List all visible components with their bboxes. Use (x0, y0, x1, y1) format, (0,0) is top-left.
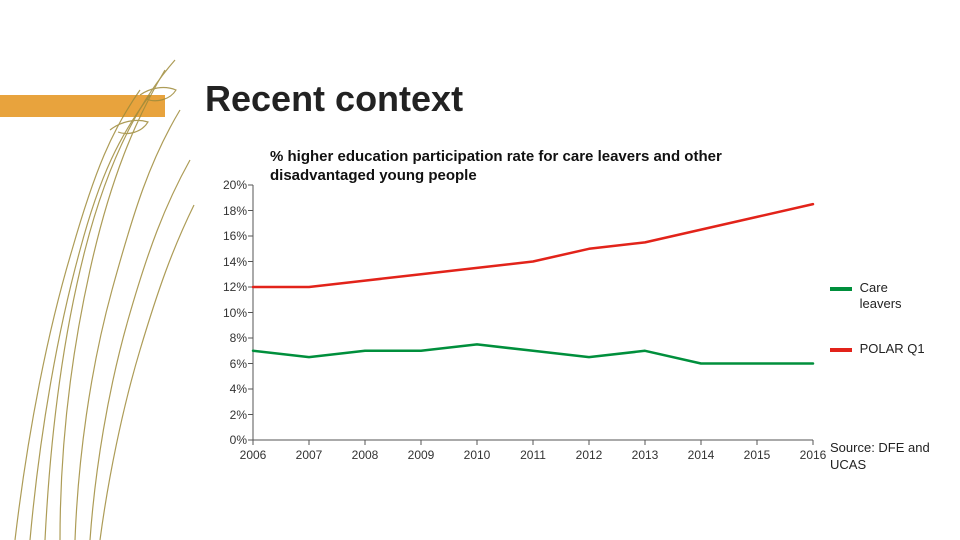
line-chart: 0% 2% 4% 6% 8% 10% 12% 14% 16% 18% 20% 2006 2007 200… (205, 145, 825, 465)
ytick-label: 4% (213, 382, 247, 396)
ytick-label: 2% (213, 408, 247, 422)
accent-bar (0, 95, 165, 117)
legend-label: Care leavers (860, 280, 930, 311)
leaf-decoration (0, 0, 220, 540)
source-text: Source: DFE and UCAS (830, 440, 950, 474)
ytick-label: 18% (213, 204, 247, 218)
xtick-label: 2014 (681, 448, 721, 462)
ytick-label: 0% (213, 433, 247, 447)
ytick-label: 8% (213, 331, 247, 345)
xtick-label: 2013 (625, 448, 665, 462)
legend-swatch (830, 348, 852, 352)
ytick-label: 20% (213, 178, 247, 192)
xtick-label: 2012 (569, 448, 609, 462)
slide: { "title": "Recent context", "chart": { … (0, 0, 960, 540)
xtick-label: 2008 (345, 448, 385, 462)
legend-swatch (830, 287, 852, 291)
chart-svg (205, 145, 825, 465)
xtick-label: 2016 (793, 448, 833, 462)
ytick-label: 10% (213, 306, 247, 320)
xtick-label: 2007 (289, 448, 329, 462)
legend-item: Care leavers (830, 280, 940, 311)
xtick-label: 2006 (233, 448, 273, 462)
xtick-label: 2011 (513, 448, 553, 462)
ytick-label: 14% (213, 255, 247, 269)
legend-item: POLAR Q1 (830, 341, 940, 357)
ytick-label: 12% (213, 280, 247, 294)
slide-title: Recent context (205, 78, 463, 120)
legend: Care leavers POLAR Q1 (830, 280, 940, 387)
xtick-label: 2010 (457, 448, 497, 462)
ytick-label: 16% (213, 229, 247, 243)
legend-label: POLAR Q1 (860, 341, 930, 357)
xtick-label: 2009 (401, 448, 441, 462)
xtick-label: 2015 (737, 448, 777, 462)
ytick-label: 6% (213, 357, 247, 371)
